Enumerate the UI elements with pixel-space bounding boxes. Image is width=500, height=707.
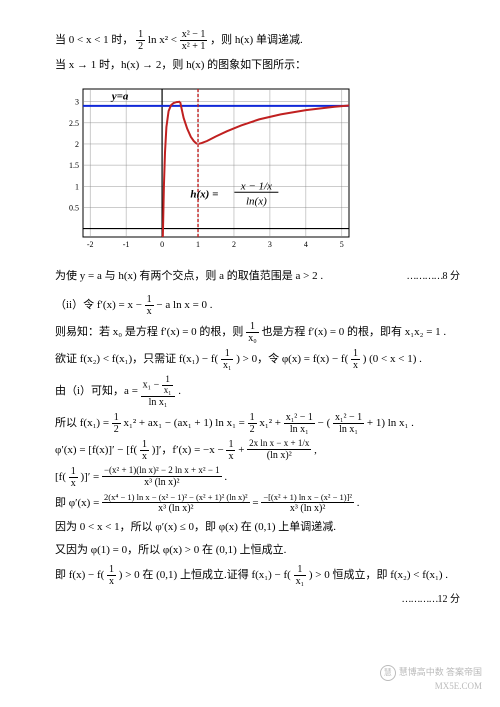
frac-9a: 1x [140,439,149,462]
p14-c: ) > 0 恒成立，即 f(x₂) < f(x₁) . [309,569,448,581]
para-12: 因为 0 < x < 1，所以 φ′(x) ≤ 0，即 φ(x) 在 (0,1)… [55,518,460,537]
para-4: （ii）令 f′(x) = x − 1x − a ln x = 0 . [55,294,460,317]
svg-text:1: 1 [75,182,79,191]
p11-b: = [252,497,261,509]
frac-11b: −[(x² + 1) ln x − (x² − 1)]²x³ (ln x)² [261,493,354,514]
svg-text:2: 2 [75,140,79,149]
para-5: 则易知：若 x₀ 是方程 f′(x) = 0 的根，则 1x₀ 也是方程 f′(… [55,321,460,344]
para-8: 所以 f(x₁) = 12 x₁² + ax₁ − (ax₁ + 1) ln x… [55,412,460,435]
para-2: 当 x → 1 时，h(x) → 2，则 h(x) 的图象如下图所示： [55,56,460,75]
svg-text:3: 3 [268,240,272,249]
frac-8a: 12 [112,412,121,435]
para-3: 为使 y = a 与 h(x) 有两个交点，则 a 的取值范围是 a > 2 . [55,267,323,286]
p7-a: 由（i）可知，a = [55,385,141,397]
p14-b: ) > 0 在 (0,1) 上恒成立.证得 f(x₁) − f( [119,569,291,581]
frac-half: 12 [136,29,145,52]
svg-text:3: 3 [75,97,79,106]
frac-11a: 2(x⁴ − 1) ln x − (x² − 1)² − (x² + 1)² (… [102,493,250,514]
frac-8c: x₁² − 1ln x₁ [284,412,315,435]
p8-e: + 1) ln x₁ . [367,417,414,429]
svg-text:1.5: 1.5 [69,161,79,170]
p10-c: . [224,471,227,483]
svg-text:4: 4 [304,240,308,249]
svg-text:1: 1 [196,240,200,249]
p8-a: 所以 f(x₁) = [55,417,112,429]
para-14: 即 f(x) − f( 1x ) > 0 在 (0,1) 上恒成立.证得 f(x… [55,564,460,587]
p8-d: − ( [318,417,331,429]
score-12: …………12 分 [55,591,460,608]
frac-1x-b: 1x [351,348,360,371]
p4-b: − a ln x = 0 . [156,299,212,311]
p11-a: 即 φ′(x) = [55,497,102,509]
frac-10a: 1x [69,466,78,489]
para-1: 当 0 < x < 1 时， 12 ln x² < x² − 1x² + 1 ，… [55,29,460,52]
p5-a: 则易知：若 x₀ 是方程 f′(x) = 0 的根，则 [55,326,246,338]
frac-8b: 12 [248,412,257,435]
para-9: φ′(x) = [f(x)]′ − [f( 1x )]′，f′(x) = −x … [55,439,460,462]
svg-text:x − 1/x: x − 1/x [240,180,272,192]
p8-b: x₁² + ax₁ − (ax₁ + 1) ln x₁ = [124,417,248,429]
svg-text:ln(x): ln(x) [246,195,267,207]
p9-c: + [238,444,247,456]
p10-a: [f( [55,471,66,483]
watermark-site: 答案帝国 [446,667,482,677]
frac-1x: 1x [145,294,154,317]
p1-mid: ln x² < [148,34,180,46]
watermark-url: MX5E.COM [380,681,482,693]
svg-text:2: 2 [232,240,236,249]
p9-b: )]′，f′(x) = −x − [152,444,227,456]
frac-1x0: 1x₀ [246,321,259,344]
p6-b: ) > 0，令 φ(x) = f(x) − f( [236,353,348,365]
p6-c: ) (0 < x < 1) . [363,353,422,365]
frac-10b: −(x² + 1)(ln x)² − 2 ln x + x² − 1x³ (ln… [102,466,222,488]
p1-a: 当 0 < x < 1 时， [55,34,133,46]
frac-14b: 1x₁ [294,564,307,587]
para-6: 欲证 f(x₂) < f(x₁)，只需证 f(x₁) − f( 1x₁ ) > … [55,348,460,371]
para-10: [f( 1x )]′ = −(x² + 1)(ln x)² − 2 ln x +… [55,466,460,489]
frac-a: x₁ − 1x₁ ln x₁ [141,375,176,408]
chart-svg: -2 -1 0 1 2 3 4 5 0.5 1 1.5 2 2.5 3 y=a h(x) = x − 1/x l… [55,83,355,253]
svg-text:-1: -1 [123,240,130,249]
p14-a: 即 f(x) − f( [55,569,104,581]
svg-text:5: 5 [340,240,344,249]
p4-a: （ii）令 f′(x) = x − [55,299,145,311]
watermark-brand: 慧博高中数 [399,667,444,677]
p1-b: ，则 h(x) 单调递减. [210,34,303,46]
para-11: 即 φ′(x) = 2(x⁴ − 1) ln x − (x² − 1)² − (… [55,493,460,514]
p7-b: . [178,385,181,397]
frac-8d: x₁² − 1ln x₁ [333,412,364,435]
svg-text:h(x) =: h(x) = [190,188,218,200]
frac-1x1: 1x₁ [221,348,234,371]
p6-a: 欲证 f(x₂) < f(x₁)，只需证 f(x₁) − f( [55,353,218,365]
p11-c: . [357,497,360,509]
p5-b: 也是方程 f′(x) = 0 的根，即有 x₁x₂ = 1 . [261,326,446,338]
svg-text:0: 0 [160,240,164,249]
svg-text:0.5: 0.5 [69,203,79,212]
p8-c: x₁² + [259,417,283,429]
p9-a: φ′(x) = [f(x)]′ − [f( [55,444,137,456]
score-8: …………8 分 [323,268,460,285]
svg-text:y=a: y=a [110,90,129,102]
svg-text:2.5: 2.5 [69,119,79,128]
frac-9b: 1x [226,439,235,462]
p9-d: , [314,444,317,456]
para-7: 由（i）可知，a = x₁ − 1x₁ ln x₁ . [55,375,460,408]
para-13: 又因为 φ(1) = 0，所以 φ(x) > 0 在 (0,1) 上恒成立. [55,541,460,560]
frac-x2m1: x² − 1x² + 1 [180,29,208,52]
watermark: 慧慧博高中数 答案帝国 MX5E.COM [380,665,482,693]
svg-text:-2: -2 [87,240,94,249]
frac-14a: 1x [107,564,116,587]
function-chart: -2 -1 0 1 2 3 4 5 0.5 1 1.5 2 2.5 3 y=a h(x) = x − 1/x l… [55,83,460,260]
p10-b: )]′ = [81,471,102,483]
watermark-icon: 慧 [380,665,396,681]
frac-9c: 2x ln x − x + 1/x(ln x)² [247,439,311,461]
